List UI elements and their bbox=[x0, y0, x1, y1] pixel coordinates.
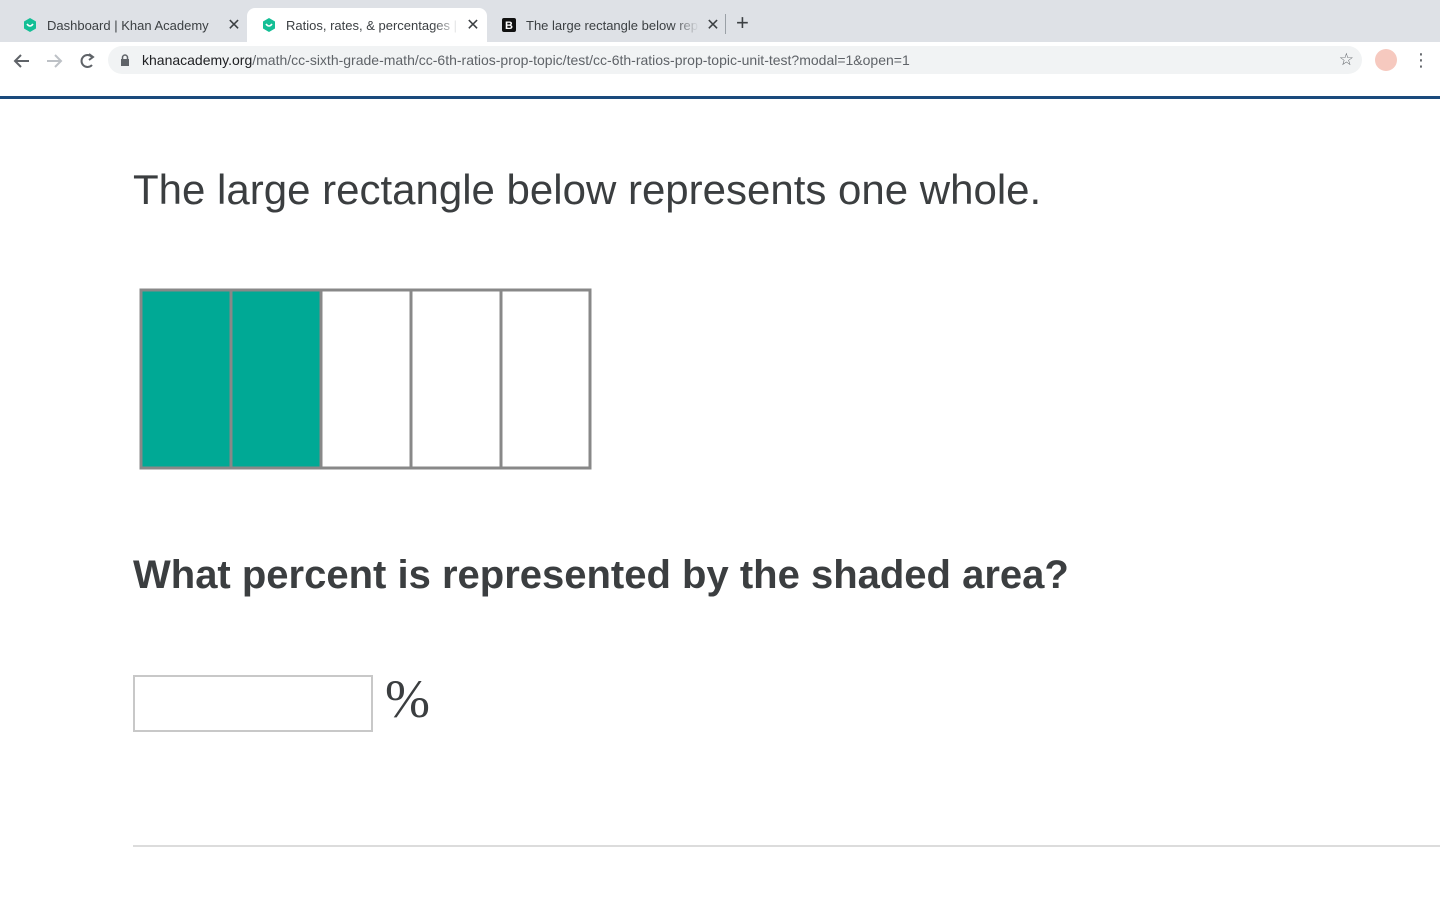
shaded-part bbox=[229, 288, 323, 470]
url-host: khanacademy.org bbox=[142, 52, 253, 68]
close-tab[interactable]: ✕ bbox=[466, 17, 480, 34]
favicon bbox=[24, 18, 36, 32]
close-tab[interactable]: ✕ bbox=[706, 17, 720, 34]
profile-avatar[interactable] bbox=[1375, 49, 1397, 71]
url-path: /math/cc-sixth-grade-math/cc-6th-ratios-… bbox=[252, 52, 910, 68]
tab-separator bbox=[725, 14, 726, 34]
forward[interactable] bbox=[47, 54, 63, 68]
favicon: B bbox=[502, 18, 516, 32]
svg-text:B: B bbox=[505, 20, 513, 32]
lock-icon bbox=[121, 54, 129, 66]
answer-unit: % bbox=[385, 669, 430, 729]
close-tab[interactable]: ✕ bbox=[227, 17, 241, 34]
shaded-part bbox=[139, 288, 233, 470]
tab-title: The large rectangle below repr bbox=[526, 17, 699, 33]
tab-bar: Dashboard | Khan Academy ✕ Ratios, rates… bbox=[0, 0, 1440, 42]
tab-title: Dashboard | Khan Academy bbox=[47, 17, 209, 33]
tab-title: Ratios, rates, & percentages | bbox=[286, 17, 458, 33]
menu[interactable]: ⋮ bbox=[1412, 50, 1430, 70]
new-tab[interactable]: + bbox=[736, 10, 749, 35]
reload-arrow bbox=[88, 53, 95, 61]
unshaded-part bbox=[319, 288, 413, 470]
tab[interactable]: B The large rectangle below repr ✕ bbox=[487, 8, 727, 42]
divider bbox=[133, 845, 1440, 847]
fraction-figure bbox=[139, 288, 592, 470]
question-prompt: What percent is represented by the shade… bbox=[133, 553, 1069, 597]
url: khanacademy.org/math/cc-sixth-grade-math… bbox=[142, 46, 910, 74]
tab[interactable]: Ratios, rates, & percentages | ✕ bbox=[247, 8, 487, 42]
unshaded-part bbox=[409, 288, 503, 470]
favicon bbox=[263, 18, 275, 32]
tab[interactable]: Dashboard | Khan Academy ✕ bbox=[8, 8, 248, 42]
bookmark-star[interactable]: ☆ bbox=[1338, 50, 1354, 69]
address-bar[interactable]: khanacademy.org/math/cc-sixth-grade-math… bbox=[108, 46, 1362, 74]
back[interactable] bbox=[13, 54, 29, 68]
unshaded-part bbox=[499, 288, 592, 470]
header-border bbox=[0, 96, 1440, 99]
reload[interactable] bbox=[80, 54, 93, 68]
question-statement: The large rectangle below represents one… bbox=[133, 166, 1042, 213]
answer-input[interactable] bbox=[133, 675, 373, 732]
nav-buttons bbox=[13, 53, 95, 68]
